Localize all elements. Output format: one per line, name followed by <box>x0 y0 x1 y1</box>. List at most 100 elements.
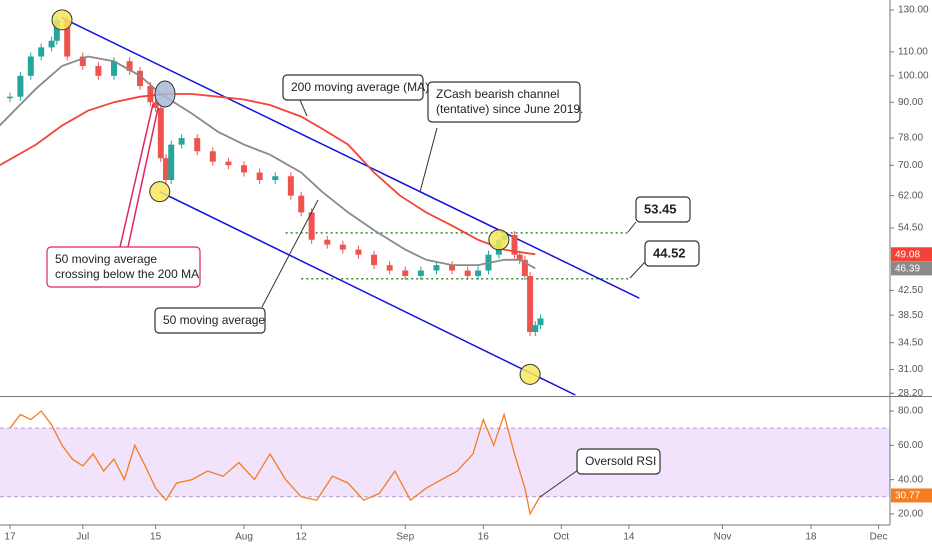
candle-body <box>516 254 523 260</box>
candle-body <box>355 249 362 255</box>
annotation-text: Oversold RSI <box>585 454 656 468</box>
leader <box>299 99 308 117</box>
x-tick-label: Dec <box>870 532 888 543</box>
candle-body <box>402 270 409 277</box>
candle-body <box>386 265 393 271</box>
leader <box>539 469 579 498</box>
candle-body <box>147 86 154 103</box>
candle-body <box>53 19 60 41</box>
x-tick-label: 17 <box>4 532 16 543</box>
leader <box>261 199 319 308</box>
moving-average <box>0 93 536 256</box>
candle-body <box>64 19 71 57</box>
candle-body <box>48 40 55 48</box>
candle-body <box>95 65 102 76</box>
candle-body <box>157 107 164 159</box>
candle-body <box>27 56 34 76</box>
y-tick-label: 54.50 <box>898 223 923 234</box>
price-tag <box>891 261 932 276</box>
highlight-circle <box>519 363 541 385</box>
candle-body <box>209 151 216 162</box>
y-tick-label: 34.50 <box>898 337 923 348</box>
highlight-circle <box>51 9 73 31</box>
highlight-circle <box>488 229 510 251</box>
price-tag <box>891 247 932 262</box>
moving-average <box>0 55 536 270</box>
x-tick-label: 16 <box>478 532 490 543</box>
line <box>9 410 542 516</box>
x-tick-label: 15 <box>150 532 162 543</box>
x-tick-label: Sep <box>396 532 414 543</box>
leader <box>119 103 154 248</box>
price-tag-label: 49.08 <box>895 249 920 260</box>
y-tick-label: 80.00 <box>898 406 923 417</box>
candle-body <box>256 172 263 180</box>
price-tag <box>891 488 932 503</box>
price-tag-label: 46.39 <box>895 264 920 275</box>
candle-body <box>241 165 248 173</box>
candle-body <box>433 265 440 271</box>
x-tick-label: Nov <box>714 532 732 543</box>
candle-body <box>272 176 279 180</box>
candle-body <box>521 259 528 277</box>
y-tick-label: 31.00 <box>898 364 923 375</box>
annotation-text: 50 moving average <box>55 252 157 266</box>
y-tick-label: 20.00 <box>898 509 923 520</box>
candle-body <box>163 158 170 180</box>
annotation-text: 50 moving average <box>163 313 265 327</box>
candle-body <box>324 239 331 245</box>
y-tick-label: 38.50 <box>898 310 923 321</box>
annotation-box <box>46 246 201 288</box>
candle-body <box>371 254 378 266</box>
candle-body <box>475 270 482 277</box>
annotation-box <box>282 74 424 101</box>
candle-body <box>449 265 456 271</box>
candle-body <box>168 144 175 180</box>
x-tick-label: Aug <box>235 532 253 543</box>
candle-body <box>6 96 13 99</box>
y-tick-label: 78.00 <box>898 133 923 144</box>
annotation-text: crossing below the 200 MA <box>55 267 199 281</box>
y-tick-label: 60.00 <box>898 440 923 451</box>
leader <box>629 261 646 279</box>
level-box <box>635 196 691 223</box>
x-tick-label: Jul <box>76 532 89 543</box>
candle-body <box>126 61 133 71</box>
x-tick-label: 12 <box>296 532 308 543</box>
rsi-band <box>0 428 890 497</box>
x-tick-label: 14 <box>623 532 635 543</box>
leader <box>627 221 637 233</box>
candle-body <box>79 56 86 66</box>
candle-body <box>298 195 305 213</box>
candle-body <box>225 161 232 166</box>
candle-body <box>152 102 159 108</box>
level-label: 44.52 <box>653 245 686 260</box>
candle-body <box>417 270 424 277</box>
y-tick-label: 42.50 <box>898 285 923 296</box>
candle-body <box>339 244 346 250</box>
candle-body <box>532 325 539 332</box>
candle-body <box>308 212 315 240</box>
y-tick-label: 28.20 <box>898 388 923 399</box>
candle-body <box>527 276 534 332</box>
y-tick-label: 62.00 <box>898 190 923 201</box>
leader-lines <box>119 99 646 498</box>
candle-body <box>38 47 45 57</box>
candle-body <box>111 61 118 76</box>
candle-body <box>194 138 201 152</box>
leader <box>127 107 159 248</box>
annotation-box <box>576 448 661 475</box>
candle-body <box>287 176 294 196</box>
y-tick-label: 40.00 <box>898 474 923 485</box>
candle-body <box>511 235 518 255</box>
annotation-text: (tentative) since June 2019. <box>436 102 583 116</box>
candle-body <box>17 75 24 97</box>
annotation-box <box>154 307 266 334</box>
x-tick-label: 18 <box>805 532 817 543</box>
annotation-text: ZCash bearish channel <box>436 87 559 101</box>
annotation-box <box>427 81 581 123</box>
candle-body <box>537 318 544 326</box>
y-tick-label: 90.00 <box>898 97 923 108</box>
highlight-circle <box>149 181 171 203</box>
